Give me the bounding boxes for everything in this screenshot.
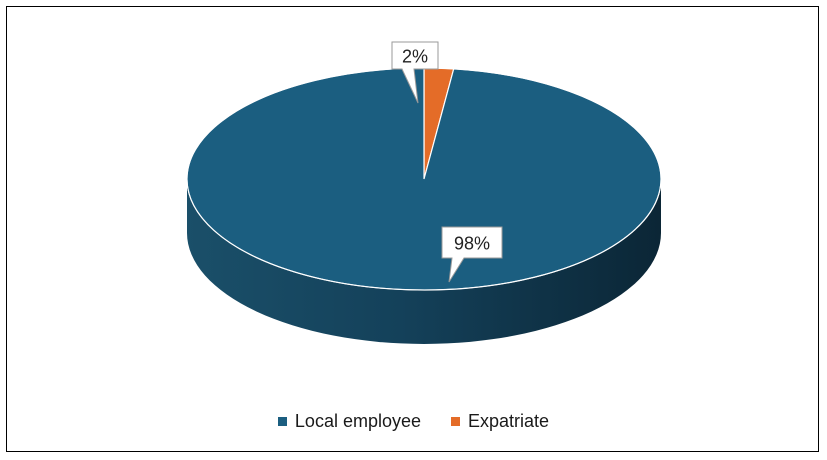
pie-side-wall (187, 179, 661, 344)
legend-swatch-expatriate (451, 417, 461, 426)
legend-item-expatriate: Expatriate (451, 411, 549, 432)
legend-label-local-employee: Local employee (294, 411, 422, 431)
legend-swatch-local-employee (277, 417, 287, 426)
data-label-expatriate-box (391, 41, 439, 104)
pie-slice-local-employee (186, 67, 662, 291)
legend-label-expatriate: Expatriate (468, 411, 550, 431)
data-label-local-employee-text: 98% (454, 234, 490, 254)
legend: Local employee Expatriate (0, 411, 827, 432)
data-label-expatriate-text: 2% (402, 47, 428, 67)
data-label-local-employee-box (441, 226, 503, 283)
legend-item-local-employee: Local employee (277, 411, 422, 432)
data-label-local-employee: 98% (441, 226, 503, 283)
data-label-expatriate: 2% (391, 41, 439, 104)
